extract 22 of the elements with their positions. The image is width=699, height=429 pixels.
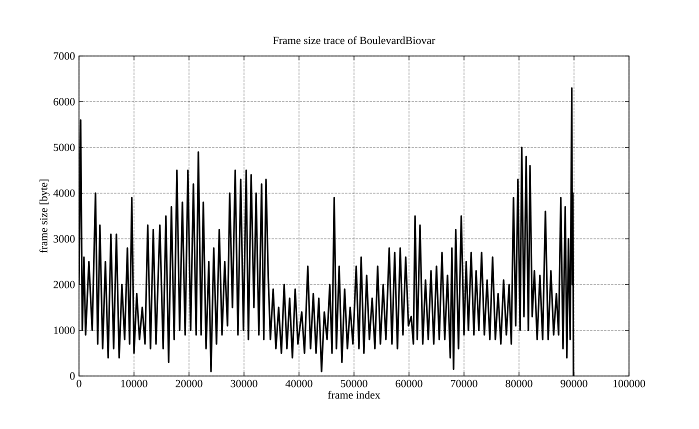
y-tick-label: 3000 (54, 235, 75, 243)
x-tick-label: 60000 (396, 380, 422, 388)
y-tick-label: 0 (70, 372, 75, 380)
x-tick-label: 80000 (506, 380, 532, 388)
x-tick-label: 0 (76, 380, 82, 388)
chart-title: Frame size trace of BoulevardBiovar (273, 36, 436, 44)
x-tick-label: 10000 (121, 380, 148, 388)
x-axis-title: frame index (328, 390, 380, 399)
x-tick-label: 30000 (230, 380, 258, 388)
x-tick-label: 40000 (285, 380, 312, 388)
y-tick-label: 5000 (54, 144, 75, 152)
y-tick-label: 7000 (54, 52, 75, 60)
y-tick-label: 2000 (54, 280, 75, 288)
y-axis-title: frame size [byte] (39, 180, 50, 253)
y-tick-label: 4000 (53, 189, 75, 197)
x-tick-label: 50000 (340, 380, 368, 388)
x-tick-label: 20000 (176, 380, 202, 388)
x-tick-label: 70000 (450, 380, 478, 388)
x-tick-label: 100000 (613, 380, 646, 388)
y-tick-label: 1000 (54, 326, 75, 334)
y-tick-label: 6000 (54, 98, 75, 106)
x-tick-label: 90000 (560, 380, 588, 388)
